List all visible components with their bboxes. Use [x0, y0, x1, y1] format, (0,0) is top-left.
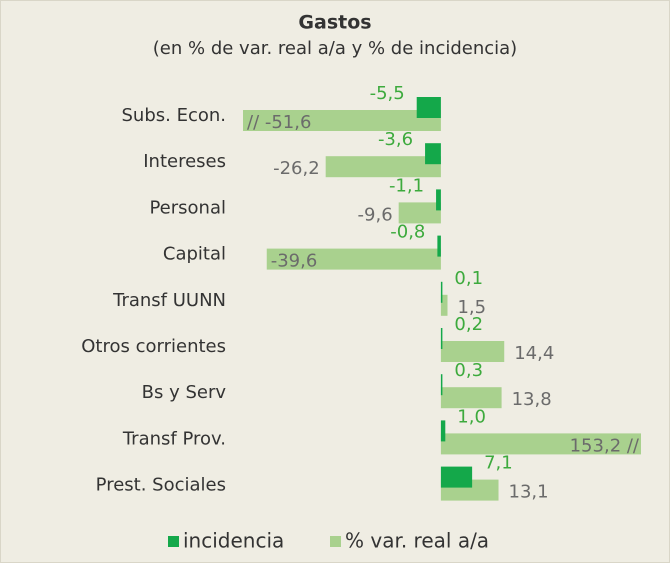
variation-label: 153,2 // — [570, 435, 640, 456]
incidence-bar — [416, 97, 441, 118]
variation-bar — [440, 294, 448, 316]
incidence-bar — [440, 466, 473, 488]
category-label: Otros corrientes — [81, 336, 226, 357]
category-label: Capital — [163, 244, 226, 265]
incidence-label: 0,1 — [454, 268, 483, 289]
incidence-label: -1,1 — [389, 175, 424, 196]
category-label: Prest. Sociales — [96, 475, 226, 496]
category-label: Transf UUNN — [112, 290, 226, 311]
incidence-label: -3,6 — [378, 129, 413, 150]
incidence-label: 0,2 — [454, 314, 483, 335]
legend-swatch — [168, 536, 179, 547]
variation-bar — [266, 248, 441, 270]
variation-label: 1,5 — [457, 297, 486, 318]
legend-label: incidencia — [183, 529, 284, 553]
incidence-bar — [440, 420, 446, 442]
incidence-bar — [440, 328, 443, 349]
incidence-bar — [440, 374, 443, 396]
incidence-bar — [436, 189, 441, 211]
variation-label: -9,6 — [358, 204, 393, 225]
variation-bar — [325, 156, 441, 178]
incidence-label: 0,3 — [454, 360, 483, 381]
category-label: Personal — [149, 197, 226, 218]
incidence-label: 1,0 — [457, 406, 486, 427]
incidence-label: 7,1 — [484, 453, 513, 474]
category-label: Subs. Econ. — [122, 105, 227, 126]
variation-bar — [440, 387, 502, 409]
variation-bar — [398, 202, 441, 224]
chart-subtitle: (en % de var. real a/a y % de incidencia… — [153, 38, 517, 59]
category-label: Intereses — [143, 151, 226, 172]
plot-area — [243, 97, 641, 501]
incidence-label: -0,8 — [390, 222, 425, 243]
category-label: Transf Prov. — [122, 428, 226, 449]
legend-swatch — [330, 536, 341, 547]
variation-bar — [243, 110, 441, 131]
variation-label: // -51,6 — [247, 112, 311, 133]
incidence-bar — [425, 143, 441, 165]
variation-bar — [440, 433, 641, 455]
variation-label: -26,2 — [273, 158, 320, 179]
incidence-bar — [440, 281, 443, 303]
category-label: Bs y Serv — [142, 382, 227, 403]
chart-title: Gastos — [298, 12, 371, 34]
variation-label: 14,4 — [514, 343, 554, 364]
variation-label: -39,6 — [271, 251, 318, 272]
variation-bar — [440, 341, 505, 362]
incidence-bar — [437, 235, 441, 257]
variation-label: 13,8 — [512, 389, 552, 410]
legend-label: % var. real a/a — [345, 529, 489, 553]
variation-label: 13,1 — [509, 482, 549, 503]
incidence-label: -5,5 — [370, 83, 405, 104]
